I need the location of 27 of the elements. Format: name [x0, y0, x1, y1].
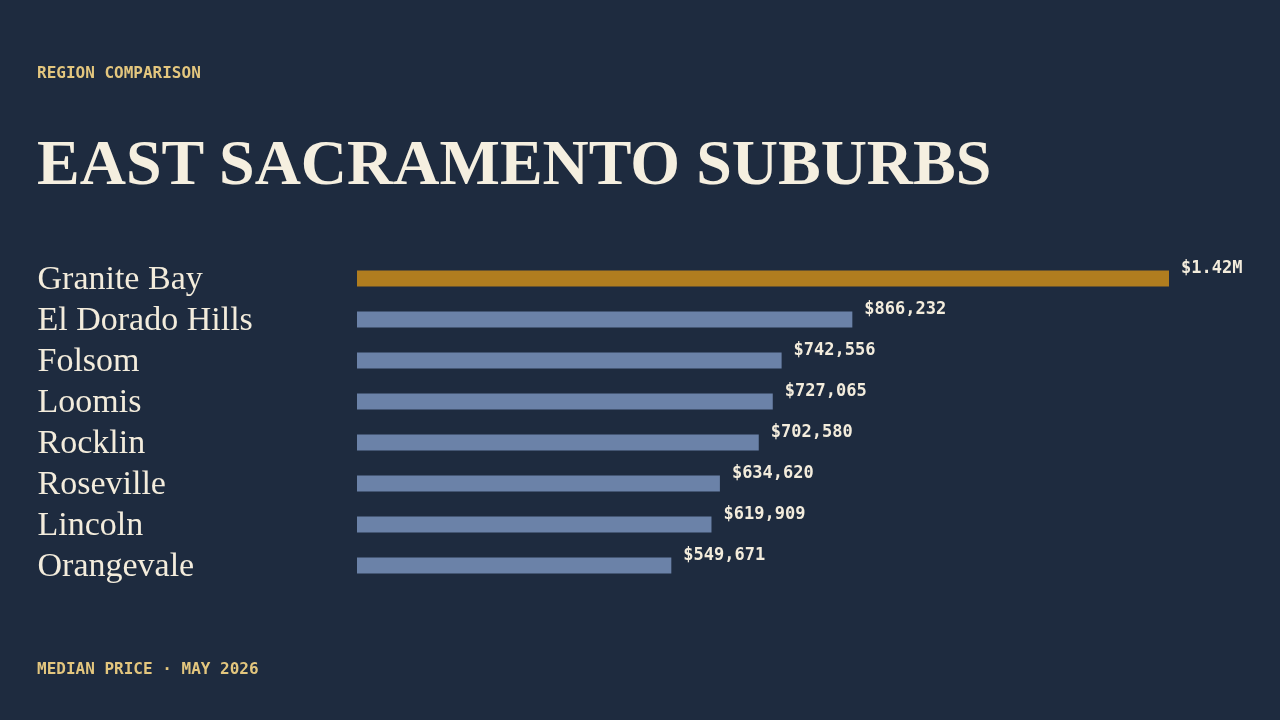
y-tick-label: Rocklin — [37, 422, 146, 460]
y-tick-label: Loomis — [37, 381, 142, 419]
data-label: $1.42M — [1181, 256, 1243, 277]
bar — [357, 393, 773, 410]
data-label: $742,556 — [793, 338, 876, 359]
y-tick-label: Orangevale — [37, 545, 195, 583]
data-label: $702,580 — [770, 420, 853, 441]
y-tick-label: Granite Bay — [37, 258, 203, 296]
data-label: $549,671 — [683, 543, 766, 564]
bar — [357, 557, 672, 574]
bar — [357, 475, 720, 492]
chart-title: EAST SACRAMENTO SUBURBS — [37, 127, 992, 198]
y-tick-label: Folsom — [37, 340, 140, 378]
data-label: $866,232 — [864, 297, 947, 318]
y-tick-label: Roseville — [37, 463, 166, 501]
text: MEDIAN PRICE · MAY 2026 — [37, 659, 259, 678]
bar — [357, 311, 853, 328]
y-tick-label: Lincoln — [37, 504, 144, 542]
bar — [357, 270, 1169, 287]
bar — [357, 434, 759, 451]
bar — [357, 516, 712, 533]
y-tick-label: El Dorado Hills — [37, 299, 253, 337]
data-label: $619,909 — [723, 502, 806, 523]
data-label: $634,620 — [731, 461, 814, 482]
data-label: $727,065 — [784, 379, 867, 400]
bar — [357, 352, 782, 369]
text: REGION COMPARISON — [37, 63, 201, 82]
